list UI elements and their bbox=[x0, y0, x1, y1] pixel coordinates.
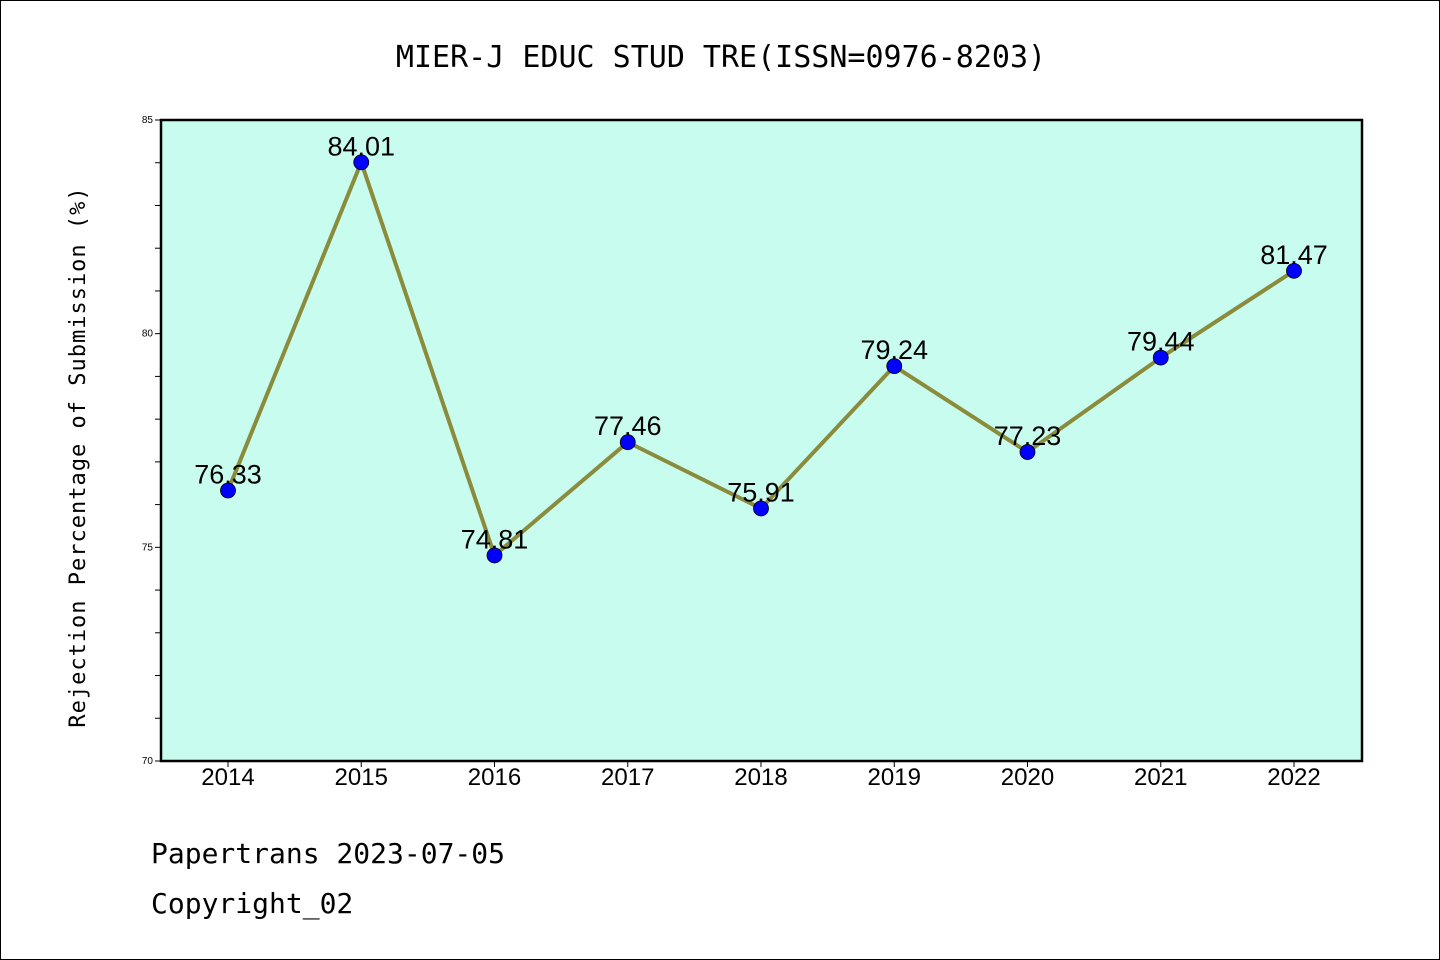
x-tick-label: 2019 bbox=[868, 764, 921, 791]
data-label: 77.46 bbox=[594, 411, 662, 441]
x-tick-label: 2018 bbox=[734, 764, 787, 791]
data-label: 84.01 bbox=[327, 131, 395, 161]
x-tick-label: 2016 bbox=[468, 764, 521, 791]
x-tick-label: 2014 bbox=[201, 764, 254, 791]
data-label: 79.44 bbox=[1127, 327, 1195, 357]
data-label: 79.24 bbox=[860, 335, 928, 365]
x-tick-label: 2021 bbox=[1134, 764, 1187, 791]
chart-title: MIER-J EDUC STUD TRE(ISSN=0976-8203) bbox=[396, 40, 1046, 75]
x-axis-ticks: 2014 2015 2016 2017 2018 2019 2020 2021 2022 bbox=[201, 761, 1321, 791]
data-point bbox=[1286, 262, 1302, 279]
y-tick-label: 70 bbox=[142, 756, 154, 767]
data-label: 74.81 bbox=[461, 524, 529, 554]
data-label: 81.47 bbox=[1260, 240, 1328, 270]
data-point bbox=[1019, 444, 1036, 460]
x-tick-label: 2022 bbox=[1267, 764, 1320, 791]
data-label: 76.33 bbox=[194, 459, 262, 489]
y-axis-label: Rejection Percentage of Submission (%) bbox=[66, 186, 91, 727]
y-axis-ticks: 70 75 80 85 bbox=[142, 115, 161, 767]
data-point bbox=[1152, 349, 1169, 366]
data-point bbox=[353, 154, 370, 171]
data-point bbox=[220, 482, 236, 499]
data-point bbox=[886, 358, 903, 375]
y-tick-label: 80 bbox=[142, 329, 154, 340]
footer-source-date: Papertrans 2023-07-05 bbox=[151, 837, 506, 870]
data-point bbox=[619, 434, 636, 451]
y-tick-label: 85 bbox=[142, 115, 154, 126]
x-tick-label: 2020 bbox=[1001, 764, 1054, 791]
data-label: 75.91 bbox=[727, 477, 795, 507]
data-point bbox=[753, 500, 769, 517]
footer-copyright: Copyright_02 bbox=[151, 887, 354, 920]
y-tick-label: 75 bbox=[142, 542, 154, 553]
plot-area bbox=[159, 118, 1364, 763]
data-point bbox=[486, 547, 503, 564]
x-tick-label: 2017 bbox=[601, 764, 654, 791]
x-tick-label: 2015 bbox=[335, 764, 388, 791]
series-layer: 76.33 84.01 74.81 77.46 75.91 79.24 77.23 79.44… bbox=[194, 131, 1328, 564]
data-label: 77.23 bbox=[994, 421, 1062, 451]
